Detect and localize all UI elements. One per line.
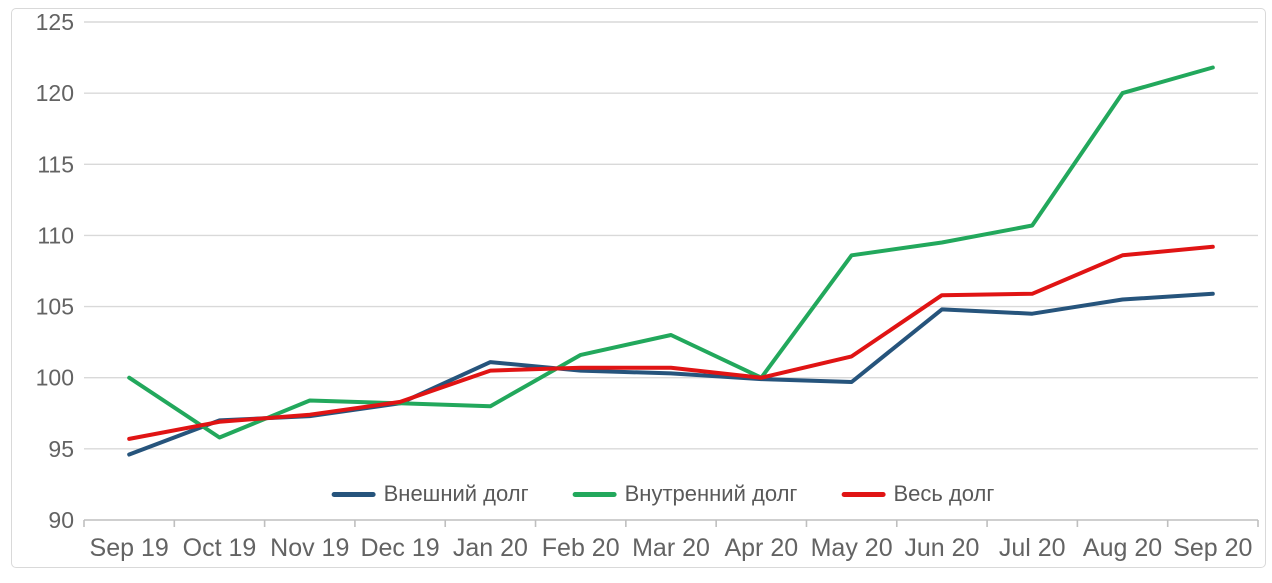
y-tick-label: 100 bbox=[36, 365, 74, 391]
y-tick-label: 105 bbox=[36, 294, 74, 320]
y-tick-label: 110 bbox=[37, 222, 74, 248]
x-tick-label: Jul 20 bbox=[999, 534, 1066, 562]
legend-item-external-debt: Внешний долг bbox=[331, 481, 529, 507]
x-tick-label: Mar 20 bbox=[632, 534, 710, 562]
series-line-total-debt bbox=[127, 244, 1215, 441]
series-line-external-debt bbox=[127, 291, 1215, 457]
y-tick-label: 95 bbox=[48, 436, 74, 462]
chart-frame bbox=[11, 8, 1266, 568]
legend-swatch-total-debt bbox=[841, 491, 886, 497]
y-tick-label: 120 bbox=[36, 80, 74, 106]
legend-swatch-domestic-debt bbox=[572, 491, 617, 497]
x-tick-label: May 20 bbox=[811, 534, 893, 562]
legend-item-domestic-debt: Внутренний долг bbox=[572, 481, 798, 507]
x-tick-label: Feb 20 bbox=[542, 534, 620, 562]
legend-label-domestic-debt: Внутренний долг bbox=[624, 481, 798, 506]
chart-legend: Внешний долг Внутренний долг Весь долг bbox=[331, 481, 994, 507]
y-tick-label: 115 bbox=[37, 151, 74, 177]
x-tick-label: Sep 20 bbox=[1173, 534, 1252, 562]
legend-swatch-external-debt bbox=[331, 491, 376, 497]
series-line-domestic-debt bbox=[127, 65, 1215, 440]
gridlines-group bbox=[84, 21, 1258, 450]
x-tick-label: Aug 20 bbox=[1083, 534, 1162, 562]
x-tick-label: Nov 19 bbox=[270, 534, 349, 562]
y-tick-label: 125 bbox=[36, 9, 74, 35]
legend-label-external-debt: Внешний долг bbox=[383, 481, 529, 506]
x-tick-label: Jun 20 bbox=[904, 534, 979, 562]
series-lines-group bbox=[127, 65, 1215, 457]
x-tick-label: Dec 19 bbox=[360, 534, 439, 562]
x-tick-label: Apr 20 bbox=[724, 534, 798, 562]
axis-labels-group: 90 95 100 105 110 115 120 125 Sep 19 Oct 19 Nov 19… bbox=[36, 9, 1253, 562]
y-tick-label: 90 bbox=[48, 507, 74, 533]
legend-item-total-debt: Весь долг bbox=[841, 481, 994, 507]
x-tick-label: Jan 20 bbox=[453, 534, 528, 562]
x-tick-label: Oct 19 bbox=[183, 534, 257, 562]
axes-group bbox=[83, 519, 1259, 527]
x-tick-label: Sep 19 bbox=[90, 534, 169, 562]
legend-label-total-debt: Весь долг bbox=[893, 481, 995, 506]
